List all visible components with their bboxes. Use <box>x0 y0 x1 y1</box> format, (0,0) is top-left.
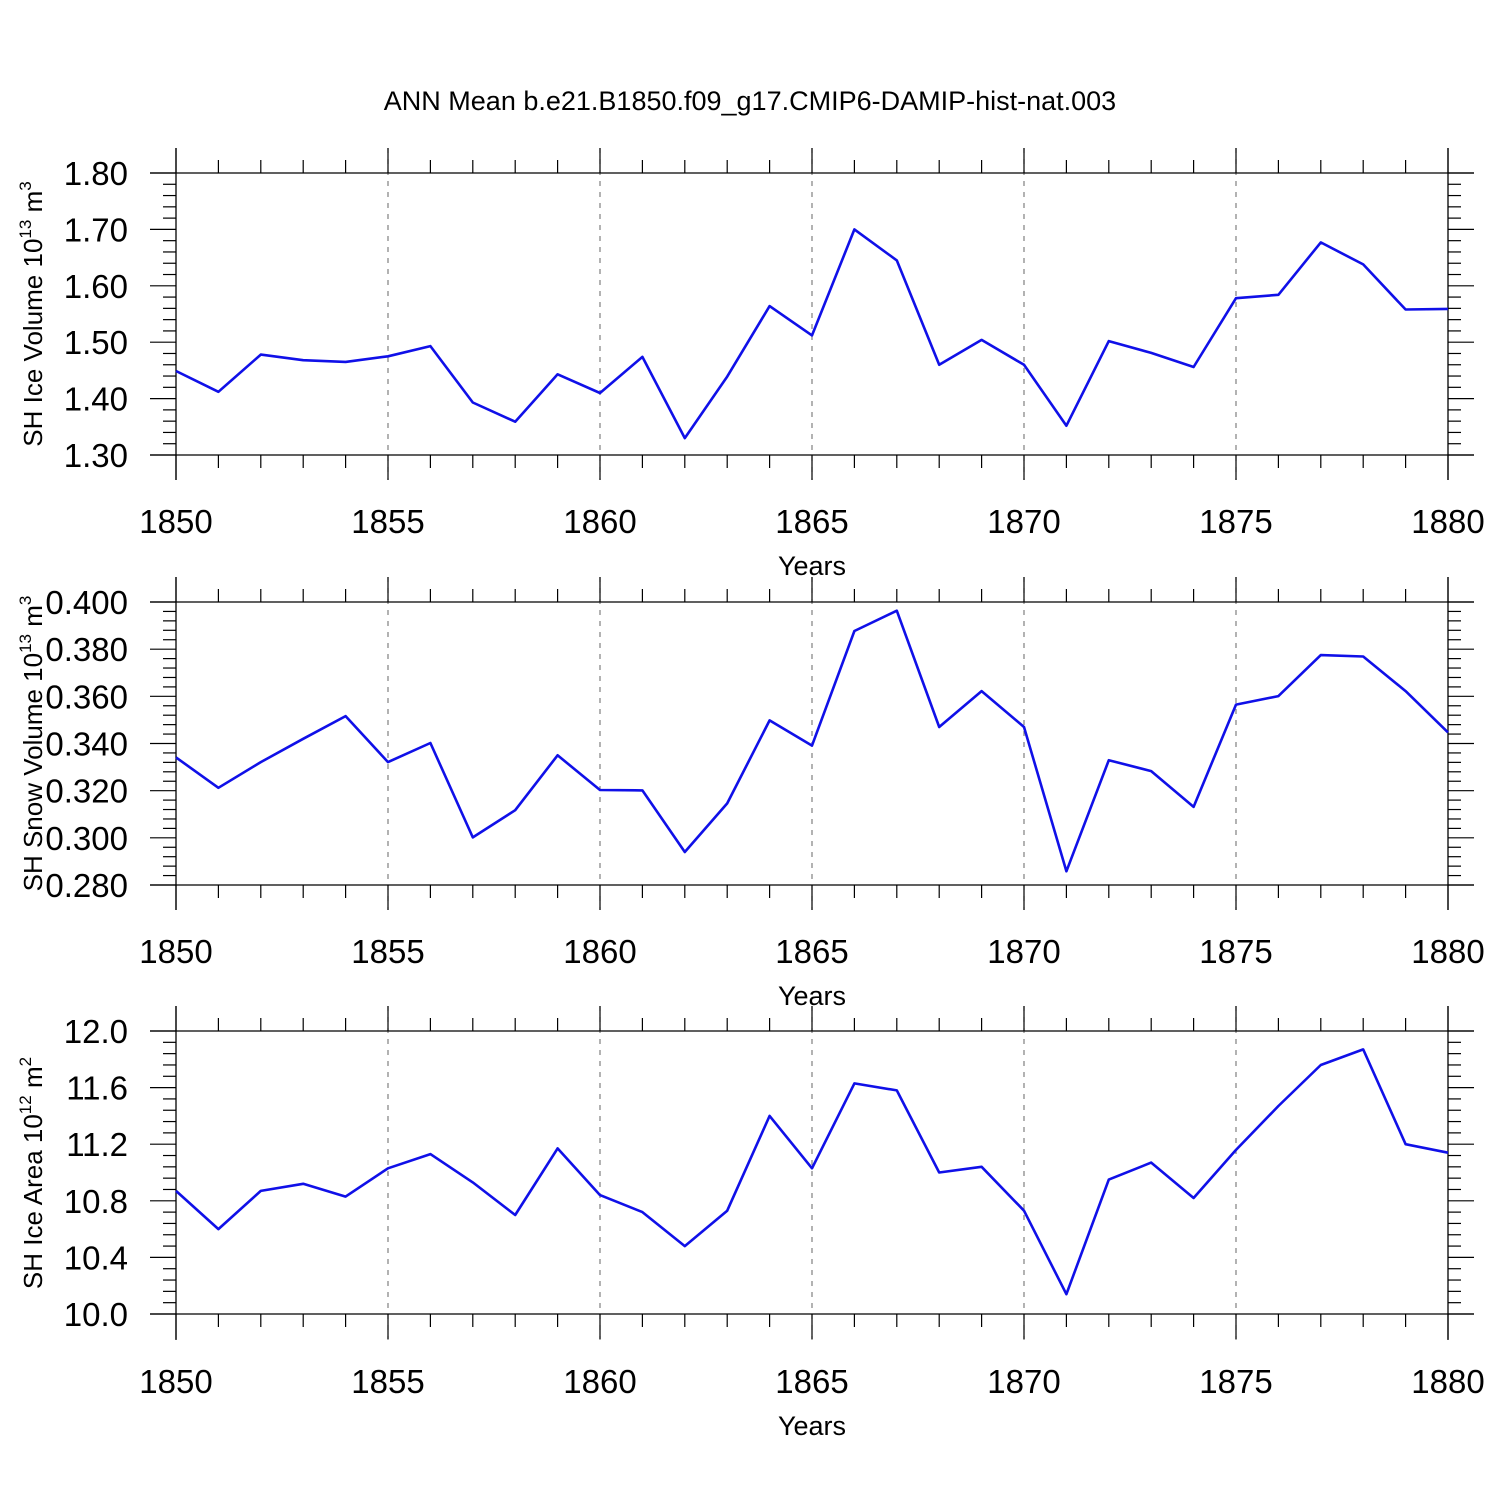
chart-panel-2: 1850 1855 1860 1865 1870 1875 1880 0.280 0.300 0.… <box>16 577 1485 1011</box>
x-tick-label: 1880 <box>1411 503 1484 540</box>
y-tick-label: 10.4 <box>64 1239 128 1276</box>
x-tick-label: 1870 <box>987 933 1060 970</box>
x-tick-label: 1855 <box>351 503 424 540</box>
series-line <box>175 609 1449 873</box>
panels: 1850 1855 1860 1865 1870 1875 1880 1.30 1.40 1.50… <box>16 148 1485 1441</box>
y-tick-label: 1.80 <box>64 155 128 192</box>
y-tick-label: 1.60 <box>64 268 128 305</box>
y-tick-label: 0.340 <box>45 726 128 763</box>
x-tick-label: 1850 <box>139 933 212 970</box>
y-tick-label: 12.0 <box>64 1013 128 1050</box>
y-axis-label-text: SH Ice Area 10 <box>18 1114 48 1289</box>
y-tick-label: 0.360 <box>45 678 128 715</box>
y-tick-label: 1.40 <box>64 381 128 418</box>
x-tick-label: 1860 <box>563 503 636 540</box>
x-tick-label: 1870 <box>987 503 1060 540</box>
y-tick-label: 0.300 <box>45 820 128 857</box>
y-tick-label: 1.30 <box>64 437 128 474</box>
y-axis-label-exponent: 12 <box>16 1095 35 1114</box>
series-line <box>175 228 1449 440</box>
chart-panel-1: 1850 1855 1860 1865 1870 1875 1880 1.30 1.40 1.50… <box>16 148 1485 581</box>
x-axis-label: Years <box>778 551 846 581</box>
figure-title: ANN Mean b.e21.B1850.f09_g17.CMIP6-DAMIP… <box>384 86 1116 116</box>
x-tick-label: 1860 <box>563 933 636 970</box>
y-axis-label: SH Ice Volume 1013 m3 <box>16 181 48 446</box>
y-tick-label: 0.280 <box>45 867 128 904</box>
x-tick-label: 1870 <box>987 1363 1060 1400</box>
x-tick-label: 1880 <box>1411 1363 1484 1400</box>
y-tick-label: 1.70 <box>64 211 128 248</box>
y-axis-label: SH Snow Volume 1013 m3 <box>16 596 48 892</box>
y-axis-label-unit: m <box>18 605 48 634</box>
x-tick-label: 1880 <box>1411 933 1484 970</box>
y-axis-label-exponent: 13 <box>16 634 35 653</box>
y-axis-label-unit-exponent: 2 <box>16 1057 35 1066</box>
x-tick-label: 1875 <box>1199 503 1272 540</box>
x-tick-label: 1860 <box>563 1363 636 1400</box>
y-axis-label-unit-exponent: 3 <box>16 181 35 190</box>
y-tick-label: 10.8 <box>64 1183 128 1220</box>
y-axis-label-unit: m <box>18 191 48 220</box>
y-axis-label-unit: m <box>18 1066 48 1095</box>
x-tick-label: 1875 <box>1199 933 1272 970</box>
x-tick-label: 1855 <box>351 933 424 970</box>
chart-panel-3: 1850 1855 1860 1865 1870 1875 1880 10.0 10.4 10.8… <box>16 1006 1485 1441</box>
x-tick-label: 1875 <box>1199 1363 1272 1400</box>
y-axis-label-unit-exponent: 3 <box>16 596 35 605</box>
x-tick-label: 1850 <box>139 503 212 540</box>
y-axis-label: SH Ice Area 1012 m2 <box>16 1057 48 1289</box>
y-tick-label: 10.0 <box>64 1296 128 1333</box>
y-tick-label: 1.50 <box>64 324 128 361</box>
y-tick-label: 0.400 <box>45 584 128 621</box>
y-axis-label-exponent: 13 <box>16 220 35 239</box>
x-tick-label: 1865 <box>775 933 848 970</box>
series-line <box>175 1048 1449 1296</box>
y-axis-label-text: SH Snow Volume 10 <box>18 653 48 891</box>
y-tick-label: 11.2 <box>66 1126 128 1163</box>
y-tick-label: 0.320 <box>45 773 128 810</box>
y-tick-label: 11.6 <box>66 1070 128 1107</box>
x-tick-label: 1865 <box>775 1363 848 1400</box>
x-axis-label: Years <box>778 1411 846 1441</box>
x-tick-label: 1855 <box>351 1363 424 1400</box>
y-tick-label: 0.380 <box>45 631 128 668</box>
x-tick-label: 1850 <box>139 1363 212 1400</box>
y-axis-label-text: SH Ice Volume 10 <box>18 239 48 447</box>
x-tick-label: 1865 <box>775 503 848 540</box>
